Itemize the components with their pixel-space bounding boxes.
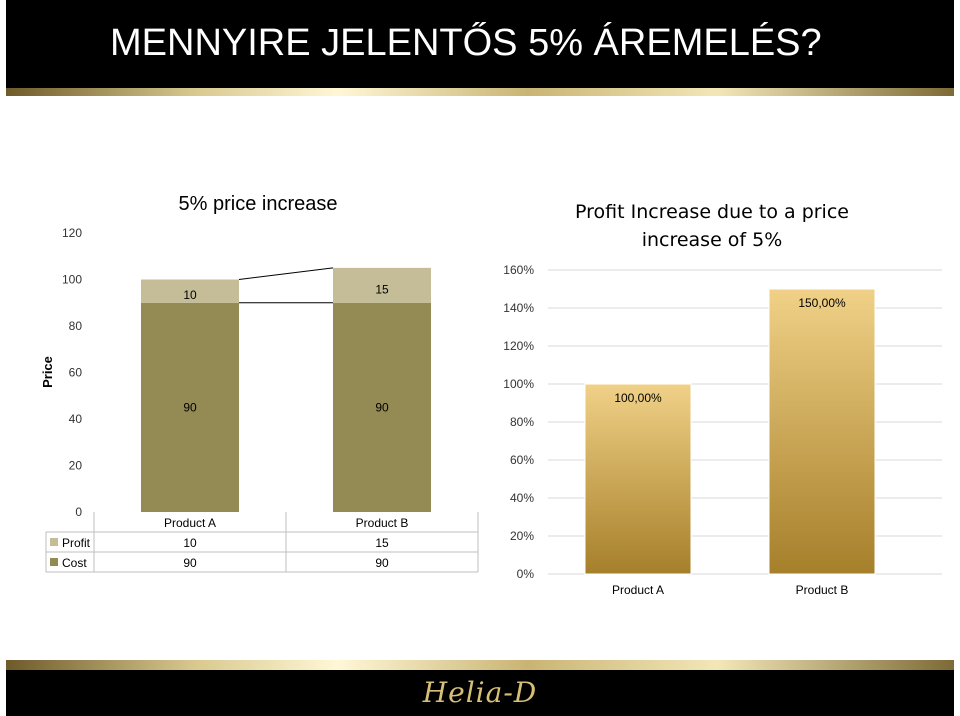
profit-increase-bar <box>584 383 692 575</box>
x-category-label: Product A <box>612 583 664 597</box>
chart2-y-tick: 100% <box>503 377 534 391</box>
profit-bar <box>141 279 239 303</box>
chart1-y-tick: 60 <box>69 366 83 380</box>
profit-series-line <box>238 267 334 280</box>
x-category-label: Product B <box>356 516 409 530</box>
table-cell: 10 <box>183 536 197 550</box>
chart1-y-tick: 100 <box>62 273 82 287</box>
bar-value-label: 100,00% <box>614 391 662 405</box>
profit-value-label: 10 <box>183 288 197 302</box>
cost-value-label: 90 <box>375 400 389 414</box>
table-cell: 90 <box>183 556 197 570</box>
table-cell: 15 <box>375 536 389 550</box>
chart2-y-tick: 120% <box>503 339 534 353</box>
chart1-y-axis-label: Price <box>40 356 55 388</box>
stacked-price-chart: 5% price increase Price 0 20 40 60 80 100 120 90 1… <box>40 193 479 573</box>
table-series-name: Cost <box>62 556 87 570</box>
chart2-title-line1: Profit Increase due to a price <box>575 201 849 223</box>
title-bar: MENNYIRE JELENTŐS 5% ÁREMELÉS? <box>6 0 954 88</box>
header-gold-band <box>6 88 954 96</box>
profit-bar <box>333 267 431 303</box>
chart2-y-tick: 60% <box>510 453 534 467</box>
profit-increase-bar <box>768 288 876 575</box>
slide-title: MENNYIRE JELENTŐS 5% ÁREMELÉS? <box>110 22 822 64</box>
chart2-y-tick: 80% <box>510 415 534 429</box>
profit-value-label: 15 <box>375 282 389 296</box>
chart1-y-tick: 40 <box>69 412 83 426</box>
chart2-y-tick: 140% <box>503 301 534 315</box>
chart2-y-tick: 20% <box>510 529 534 543</box>
chart1-y-tick: 20 <box>69 459 83 473</box>
helia-d-logo: Helia-D <box>422 676 538 709</box>
x-category-label: Product B <box>796 583 849 597</box>
cost-bar <box>141 302 239 512</box>
chart1-y-tick: 120 <box>62 226 82 240</box>
chart2-y-tick: 40% <box>510 491 534 505</box>
legend-swatch <box>50 538 58 546</box>
table-cell: 90 <box>375 556 389 570</box>
chart2-title-line2: increase of 5% <box>642 229 783 251</box>
chart2-y-tick: 0% <box>517 567 535 581</box>
table-series-name: Profit <box>62 536 91 550</box>
footer-bar: Helia-D <box>6 670 954 716</box>
cost-bar <box>333 302 431 512</box>
footer-gold-band <box>6 660 954 670</box>
profit-increase-chart: Profit Increase due to a price increase o… <box>503 201 942 597</box>
cost-value-label: 90 <box>183 400 197 414</box>
legend-swatch <box>50 558 58 566</box>
chart2-y-tick: 160% <box>503 263 534 277</box>
chart1-y-tick: 80 <box>69 319 83 333</box>
bar-value-label: 150,00% <box>798 296 846 310</box>
x-category-label: Product A <box>164 516 216 530</box>
chart1-title: 5% price increase <box>179 193 338 215</box>
chart1-y-tick: 0 <box>75 505 82 519</box>
